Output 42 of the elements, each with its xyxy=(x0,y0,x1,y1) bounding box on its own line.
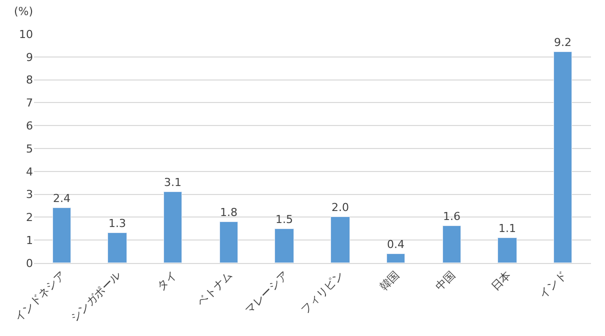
x-tick-label: インドネシア xyxy=(12,268,68,324)
data-label: 1.6 xyxy=(443,210,460,223)
bar xyxy=(330,216,350,263)
bar xyxy=(274,228,294,263)
x-tick-label: シンガポール xyxy=(68,268,124,324)
bar xyxy=(554,52,572,263)
y-tick-label: 10 xyxy=(19,28,33,41)
y-tick-label: 1 xyxy=(26,234,33,247)
x-tick-label: 中国 xyxy=(433,268,458,294)
data-label: 1.3 xyxy=(108,216,126,230)
y-tick-label: 6 xyxy=(26,119,33,132)
y-tick-label: 0 xyxy=(26,256,33,270)
y-tick-label: 2 xyxy=(26,211,33,224)
y-axis-title: (%) xyxy=(14,5,34,18)
data-label: 1.1 xyxy=(498,222,516,235)
y-tick-label: 3 xyxy=(26,188,33,202)
x-tick-label: 韓国 xyxy=(377,268,402,294)
data-label: 0.4 xyxy=(387,238,404,251)
x-tick-label: ベトナム xyxy=(194,268,235,309)
y-tick-label: 4 xyxy=(26,165,33,178)
x-tick-label: タイ xyxy=(154,268,180,294)
data-label: 1.8 xyxy=(220,206,238,219)
bar xyxy=(220,222,238,263)
bar xyxy=(164,192,182,263)
data-label: 3.1 xyxy=(164,176,182,189)
y-tick-label: 9 xyxy=(26,50,33,64)
data-label: 2.0 xyxy=(332,200,349,214)
x-tick-label: フィリピン xyxy=(298,268,346,317)
data-label: 2.4 xyxy=(53,192,70,205)
x-tick-label: マレーシア xyxy=(242,268,291,317)
data-label: 9.2 xyxy=(554,36,572,49)
data-label: 1.5 xyxy=(276,212,293,226)
bar xyxy=(52,208,71,263)
bar xyxy=(498,238,517,263)
x-tick-label: 日本 xyxy=(488,268,514,294)
y-tick-label: 5 xyxy=(26,142,33,156)
bar xyxy=(108,232,127,263)
x-tick-label: インド xyxy=(536,268,570,302)
y-tick-label: 8 xyxy=(26,74,33,87)
bar xyxy=(386,254,405,263)
y-tick-label: 7 xyxy=(26,96,33,110)
bar xyxy=(442,226,461,263)
